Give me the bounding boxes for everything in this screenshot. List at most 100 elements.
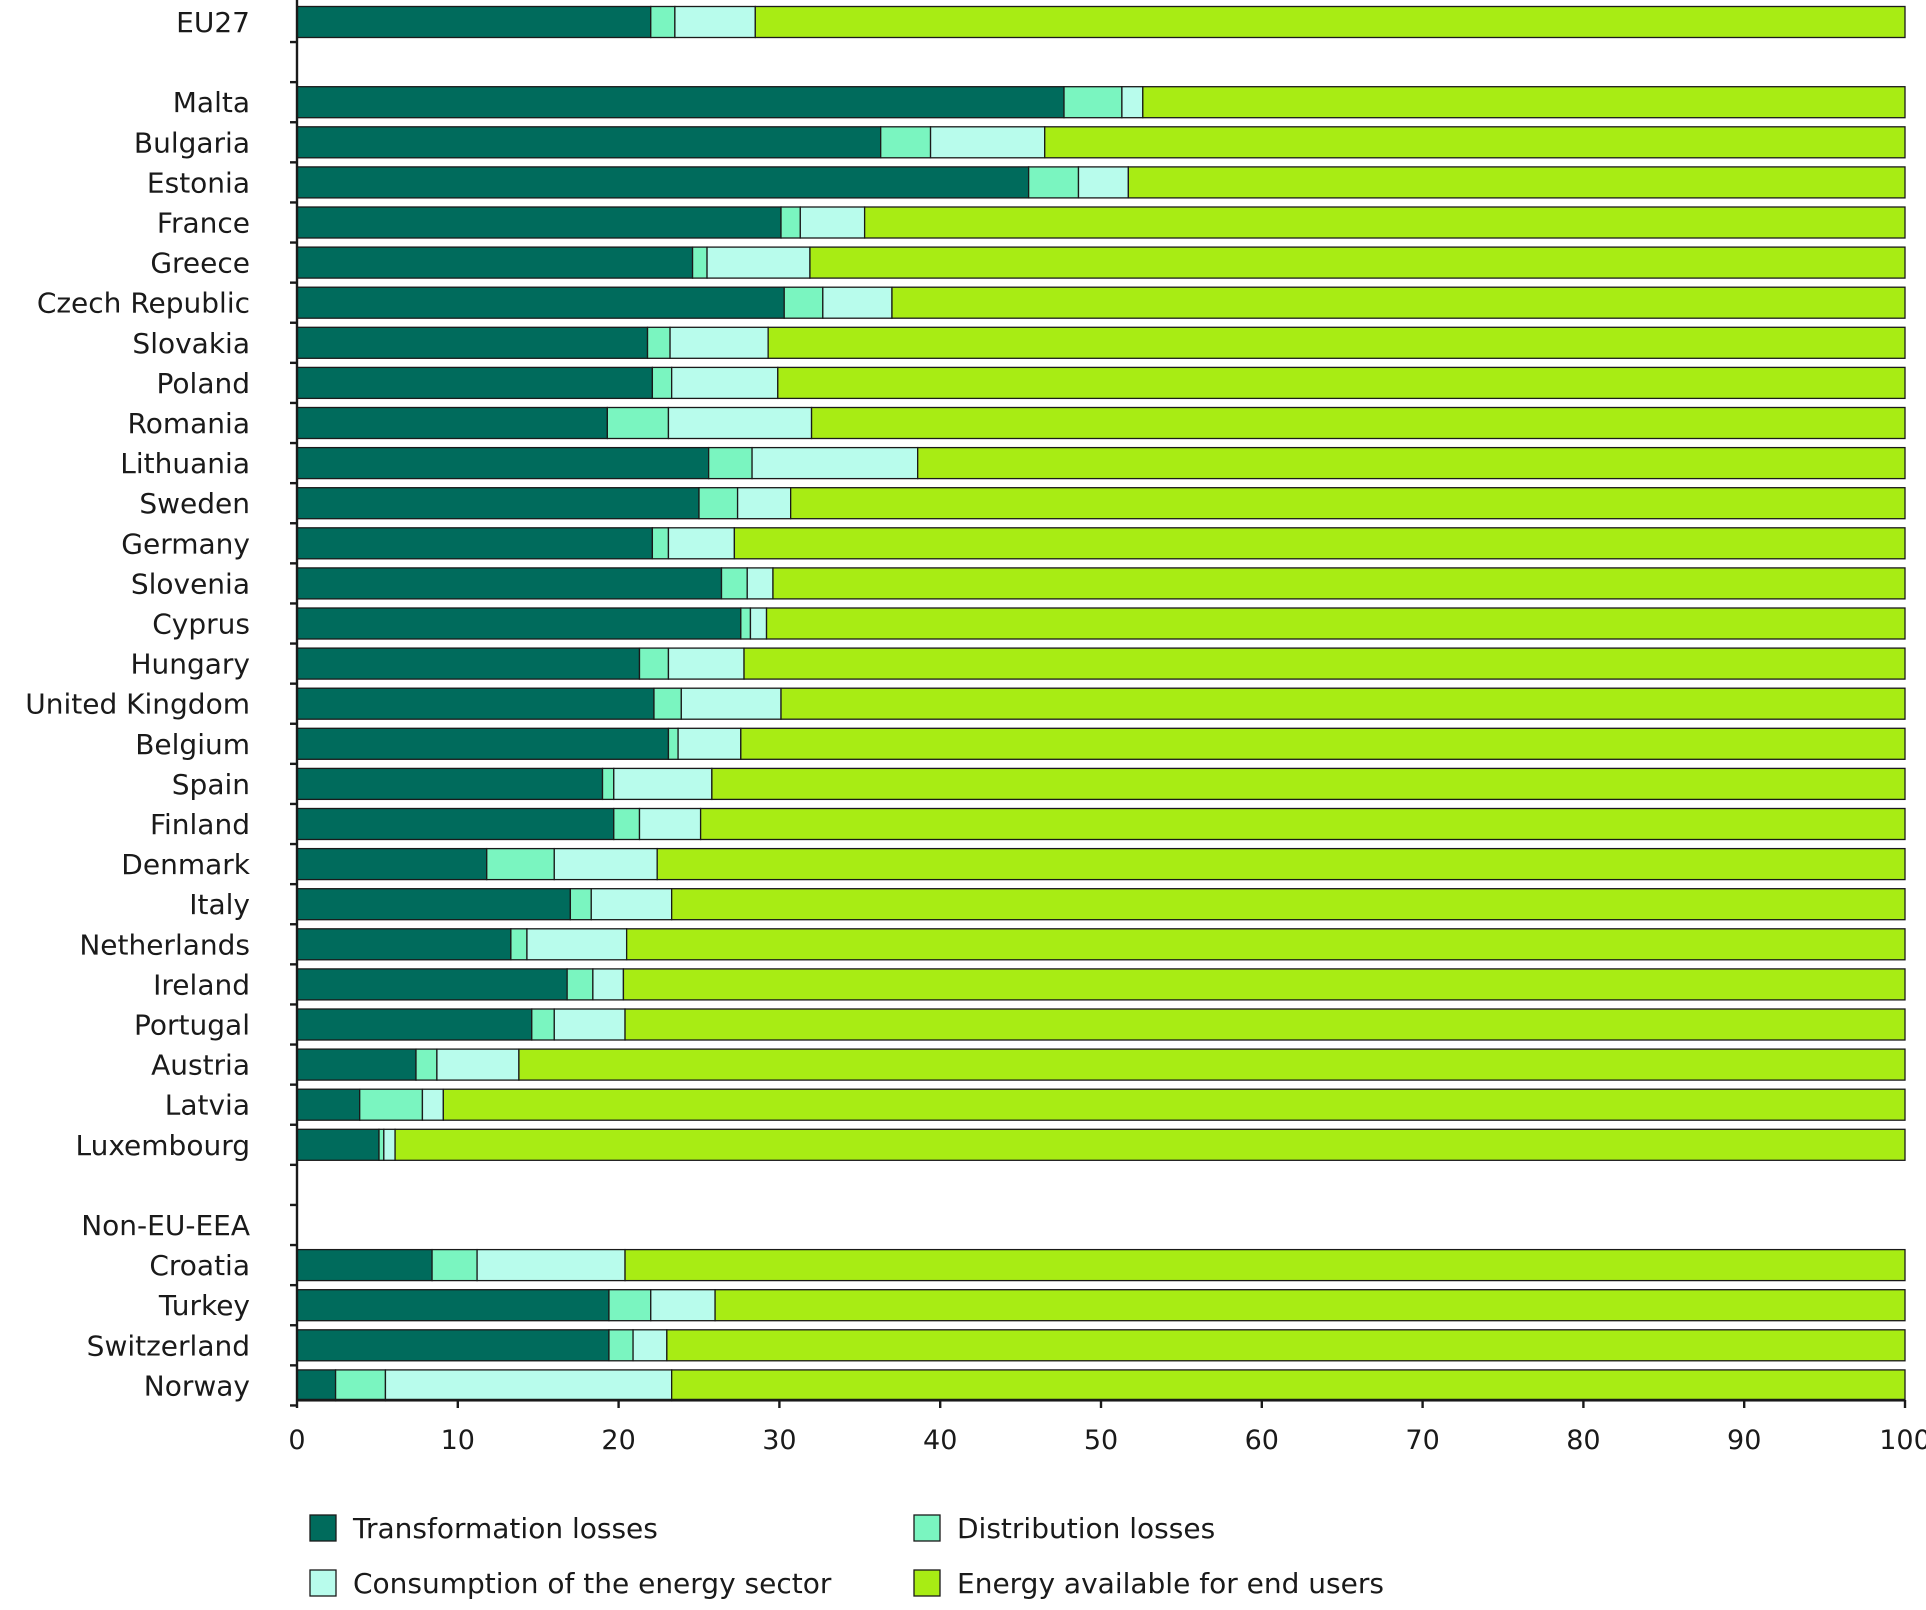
- bar-germany-consumption-of-the-energy-sector: [667, 527, 736, 560]
- category-label-turkey: Turkey: [158, 1289, 250, 1322]
- legend: Transformation losses Distribution losses…: [309, 1512, 1384, 1600]
- bar-spain-distribution-losses: [601, 767, 615, 801]
- bar-romania-consumption-of-the-energy-sector: [667, 406, 813, 440]
- bar-sweden-transformation-losses: [296, 487, 700, 520]
- bar-greece-transformation-losses: [296, 246, 694, 279]
- bar-belgium-energy-available-for-end-users: [740, 727, 1906, 760]
- category-label-spain: Spain: [172, 768, 250, 801]
- x-tick-label-100: 100: [1879, 1425, 1926, 1456]
- bar-lithuania-transformation-losses: [296, 446, 710, 480]
- category-label-france: France: [157, 207, 250, 240]
- bar-slovenia-transformation-losses: [296, 567, 723, 600]
- bar-norway-distribution-losses: [334, 1369, 387, 1402]
- category-label-latvia: Latvia: [165, 1089, 250, 1122]
- bar-slovenia-distribution-losses: [720, 567, 748, 600]
- category-label-cyprus: Cyprus: [152, 608, 250, 641]
- bar-portugal-transformation-losses: [296, 1008, 533, 1041]
- bar-malta-energy-available-for-end-users: [1142, 86, 1906, 119]
- bar-cyprus-transformation-losses: [296, 607, 742, 640]
- bar-united-kingdom-transformation-losses: [296, 687, 655, 720]
- x-axis-ticks: 0 10 20 30 40 50 60 70 80 90 100: [288, 1400, 1926, 1456]
- bar-norway-energy-available-for-end-users: [671, 1369, 1906, 1402]
- legend-swatch-distribution-losses: [913, 1514, 941, 1542]
- bar-latvia-distribution-losses: [359, 1088, 424, 1121]
- x-tick-label-70: 70: [1405, 1425, 1439, 1456]
- bar-spain-transformation-losses: [296, 767, 604, 801]
- bar-estonia-consumption-of-the-energy-sector: [1077, 166, 1129, 199]
- category-label-luxembourg: Luxembourg: [75, 1129, 250, 1162]
- bar-eu27-distribution-losses: [650, 5, 676, 39]
- bar-slovakia-energy-available-for-end-users: [767, 326, 1906, 359]
- category-label-romania: Romania: [128, 407, 250, 440]
- bar-lithuania-energy-available-for-end-users: [917, 446, 1906, 480]
- bar-switzerland-distribution-losses: [608, 1329, 634, 1362]
- bar-czech-republic-energy-available-for-end-users: [891, 286, 1906, 319]
- bar-lithuania-distribution-losses: [707, 446, 753, 480]
- bar-estonia-transformation-losses: [296, 166, 1030, 199]
- bar-latvia-consumption-of-the-energy-sector: [421, 1088, 444, 1121]
- bar-slovakia-distribution-losses: [646, 326, 671, 359]
- legend-label-transformation-losses: Transformation losses: [352, 1512, 658, 1545]
- bar-france-transformation-losses: [296, 206, 782, 239]
- bar-hungary-energy-available-for-end-users: [743, 647, 1906, 680]
- bar-cyprus-distribution-losses: [740, 607, 752, 640]
- category-label-belgium: Belgium: [135, 728, 250, 761]
- bar-austria-consumption-of-the-energy-sector: [436, 1048, 520, 1081]
- category-label-slovenia: Slovenia: [131, 567, 250, 600]
- bar-hungary-distribution-losses: [638, 647, 670, 680]
- x-tick-label-90: 90: [1727, 1425, 1761, 1456]
- bar-finland-distribution-losses: [613, 807, 641, 841]
- bars-group: [290, 5, 1906, 1407]
- bar-spain-consumption-of-the-energy-sector: [613, 767, 713, 801]
- bar-switzerland-energy-available-for-end-users: [666, 1329, 1906, 1362]
- bar-luxembourg-energy-available-for-end-users: [394, 1128, 1906, 1161]
- bar-luxembourg-transformation-losses: [296, 1128, 380, 1161]
- x-tick-label-0: 0: [288, 1425, 305, 1456]
- bar-malta-consumption-of-the-energy-sector: [1121, 86, 1144, 119]
- bar-denmark-distribution-losses: [486, 847, 555, 881]
- x-tick-label-80: 80: [1566, 1425, 1600, 1456]
- legend-label-energy-available-for-end-users: Energy available for end users: [957, 1567, 1384, 1600]
- category-label-lithuania: Lithuania: [120, 447, 250, 480]
- bar-slovakia-consumption-of-the-energy-sector: [669, 326, 769, 359]
- x-tick-label-60: 60: [1245, 1425, 1279, 1456]
- bar-sweden-energy-available-for-end-users: [790, 487, 1906, 520]
- bar-hungary-transformation-losses: [296, 647, 641, 680]
- bar-denmark-consumption-of-the-energy-sector: [553, 847, 658, 881]
- bar-slovenia-consumption-of-the-energy-sector: [746, 567, 774, 600]
- bar-belgium-transformation-losses: [296, 727, 670, 760]
- bar-turkey-energy-available-for-end-users: [714, 1289, 1906, 1322]
- bar-croatia-consumption-of-the-energy-sector: [476, 1248, 626, 1282]
- bar-ireland-distribution-losses: [566, 968, 594, 1001]
- bar-belgium-consumption-of-the-energy-sector: [677, 727, 742, 760]
- bar-estonia-distribution-losses: [1027, 166, 1080, 199]
- category-label-united-kingdom: United Kingdom: [25, 688, 250, 721]
- bar-denmark-energy-available-for-end-users: [656, 847, 1906, 881]
- bar-italy-transformation-losses: [296, 888, 572, 921]
- bar-malta-transformation-losses: [296, 86, 1065, 119]
- bar-spain-energy-available-for-end-users: [711, 767, 1906, 801]
- bar-cyprus-consumption-of-the-energy-sector: [749, 607, 768, 640]
- bar-romania-distribution-losses: [606, 406, 670, 440]
- bar-croatia-energy-available-for-end-users: [624, 1248, 1906, 1282]
- bar-netherlands-distribution-losses: [510, 928, 528, 961]
- category-label-portugal: Portugal: [134, 1009, 250, 1042]
- category-label-denmark: Denmark: [121, 848, 250, 881]
- x-tick-label-30: 30: [762, 1425, 796, 1456]
- bar-bulgaria-distribution-losses: [880, 126, 932, 159]
- category-label-bulgaria: Bulgaria: [134, 126, 250, 159]
- bar-finland-transformation-losses: [296, 807, 615, 841]
- bar-latvia-energy-available-for-end-users: [442, 1088, 1906, 1121]
- category-label-switzerland: Switzerland: [87, 1329, 250, 1362]
- category-label-czech-republic: Czech Republic: [37, 287, 250, 320]
- legend-swatch-consumption-of-the-energy-sector: [309, 1569, 337, 1597]
- bar-greece-energy-available-for-end-users: [809, 246, 1906, 279]
- bar-malta-distribution-losses: [1063, 86, 1123, 119]
- bar-ireland-consumption-of-the-energy-sector: [592, 968, 625, 1001]
- bar-croatia-distribution-losses: [431, 1248, 478, 1282]
- category-label-norway: Norway: [144, 1369, 250, 1402]
- bar-portugal-energy-available-for-end-users: [624, 1008, 1906, 1041]
- bar-italy-distribution-losses: [569, 888, 592, 921]
- bar-turkey-consumption-of-the-energy-sector: [650, 1289, 716, 1322]
